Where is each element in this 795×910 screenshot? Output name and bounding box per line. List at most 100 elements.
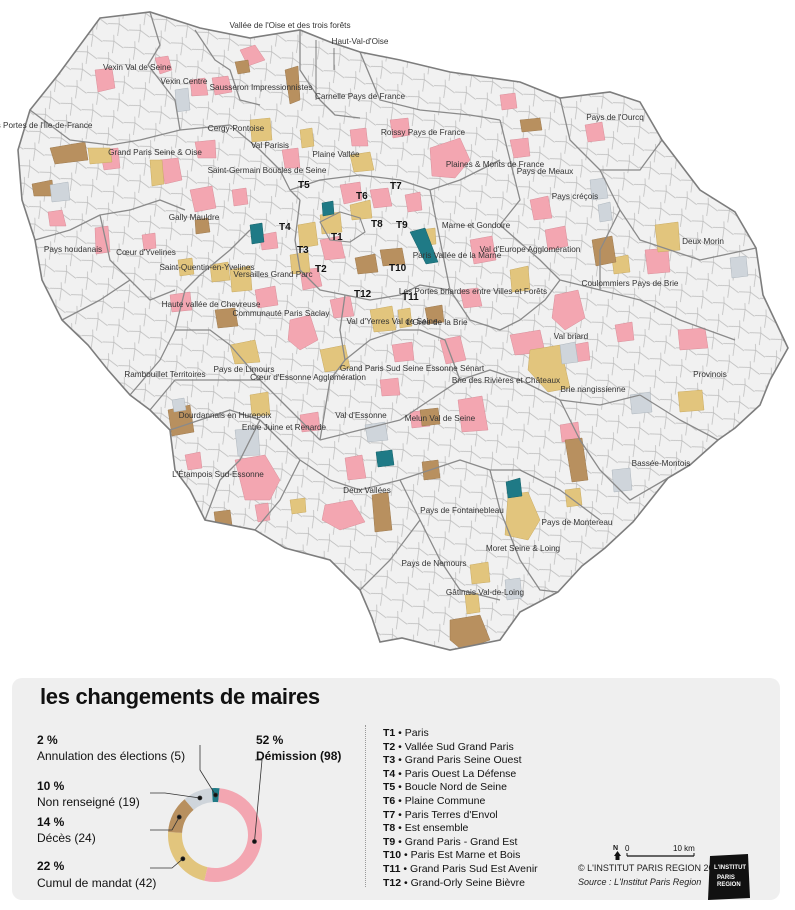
map-label: Vallée de l'Oise et des trois forêts xyxy=(229,21,350,30)
territory-item: T1 • Paris xyxy=(383,727,429,739)
legend-divider xyxy=(365,725,366,887)
territory-item: T10 • Paris Est Marne et Bois xyxy=(383,849,521,862)
territory-item: T2 • Vallée Sud Grand Paris xyxy=(383,740,514,753)
map-label: Pays créçois xyxy=(552,192,598,201)
epci-boundaries xyxy=(29,12,757,601)
map-label: Dourdannais en Hurepoix xyxy=(179,411,272,420)
institut-paris-region-logo: L'INSTITUT PARIS REGION xyxy=(708,854,750,900)
map-label: Haut-Val-d'Oise xyxy=(332,37,389,46)
cumul-label: Cumul de mandat (42) xyxy=(37,876,157,890)
svg-text:T9: T9 xyxy=(396,220,408,231)
territory-list: T1 • Paris T2 • Vallée Sud Grand Paris T3 … xyxy=(383,727,538,890)
svg-text:T12: T12 xyxy=(354,289,372,300)
demission-pct: 52 % xyxy=(256,733,284,747)
map-label: Saint-Germain Boucles de Seine xyxy=(208,166,327,175)
map-label: Paris Vallée de la Marne xyxy=(413,251,502,260)
annulation-pct: 2 % xyxy=(37,733,58,747)
legend-title: les changements de maires xyxy=(40,684,320,709)
svg-text:T8: T8 xyxy=(371,219,383,230)
map-label: Val briard xyxy=(554,332,589,341)
svg-text:T10: T10 xyxy=(389,263,407,274)
map-label: Les Portes briardes entre Villes et Forê… xyxy=(399,287,547,296)
map-label: Coulommiers Pays de Brie xyxy=(582,279,679,288)
map-labels: Vallée de l'Oise et des trois forêts Haut… xyxy=(0,21,727,597)
map-label: Val d'Essonne xyxy=(335,411,387,420)
map-label: Versailles Grand Parc xyxy=(233,270,312,279)
map-label: Deux Vallées xyxy=(343,486,391,495)
map-label: Pays de Fontainebleau xyxy=(420,506,504,515)
map-label: Pays houdanais xyxy=(44,245,102,254)
territory-item: T12 • Grand-Orly Seine Bièvre xyxy=(383,876,525,889)
map-label: Cœur d'Yvelines xyxy=(116,248,176,257)
territory-item: T8 • Est ensemble xyxy=(383,822,469,835)
deces-label: Décès (24) xyxy=(37,831,96,845)
annulation-label: Annulation des élections (5) xyxy=(37,749,186,763)
map-label: Val Parisis xyxy=(251,141,289,150)
map-label: Grand Paris Sud Seine Essonne Sénart xyxy=(340,364,485,373)
territory-item: T4 • Paris Ouest La Défense xyxy=(383,767,517,780)
source: Source : L'Institut Paris Region xyxy=(578,877,702,887)
map-label: Plaine Vallée xyxy=(312,150,360,159)
map-label: Gâtinais Val-de-Loing xyxy=(446,588,525,597)
non-renseigne-label: Non renseigné (19) xyxy=(37,795,140,809)
map-label: Plaines & Monts de France xyxy=(446,160,545,169)
map-label: Communauté Paris Saclay xyxy=(233,309,331,318)
map-label: Carnelle Pays de France xyxy=(315,92,406,101)
svg-text:T1: T1 xyxy=(331,232,343,243)
map-label: Sausseron Impressionnistes xyxy=(210,83,313,92)
map-label: Brie des Rivières et Châteaux xyxy=(452,376,560,385)
svg-text:T4: T4 xyxy=(279,222,291,233)
svg-text:T5: T5 xyxy=(298,180,310,191)
map-label: Saint-Quentin-en-Yvelines xyxy=(159,263,254,272)
map-label: Entre Juine et Renarde xyxy=(242,423,327,432)
map-label: Pays de Montereau xyxy=(541,518,612,527)
svg-text:PARIS: PARIS xyxy=(717,875,735,881)
territory-item: T7 • Paris Terres d'Envol xyxy=(383,808,498,821)
map-label: Pays de Meaux xyxy=(517,167,573,176)
map-label: Les Portes de l'Île-de-France xyxy=(0,120,93,130)
map-label: Vexin Val de Seine xyxy=(103,63,172,72)
map-label: Val d'Europe Agglomération xyxy=(480,245,581,254)
non-renseigne-pct: 10 % xyxy=(37,779,65,793)
map-label: Pays de l'Ourcq xyxy=(586,113,644,122)
north-arrow-icon xyxy=(614,851,621,856)
svg-text:T11: T11 xyxy=(402,292,419,303)
scale-bar: N 0 10 km xyxy=(613,844,695,860)
legend-panel xyxy=(12,678,780,900)
deces-pct: 14 % xyxy=(37,815,65,829)
map-label: Provinois xyxy=(693,370,727,379)
map-label: Val d'Yerres Val de Seine xyxy=(346,317,438,326)
map-label: L'Étampois Sud-Essonne xyxy=(172,469,264,479)
svg-text:L'INSTITUT: L'INSTITUT xyxy=(714,865,746,871)
svg-text:T6: T6 xyxy=(356,191,368,202)
ile-de-france-map: T5 T6 T7 T4 T1 T8 T9 T3 T2 T10 T12 T11 V… xyxy=(0,11,789,651)
copyright: © L'INSTITUT PARIS REGION 2019 xyxy=(578,863,724,873)
map-label: Bassée-Montois xyxy=(632,459,691,468)
commune-polygons xyxy=(31,44,749,650)
map-label: Cergy-Pontoise xyxy=(208,124,265,133)
svg-text:T2: T2 xyxy=(315,264,327,275)
map-label: Cœur d'Essonne Agglomération xyxy=(250,373,366,382)
territory-item: T5 • Boucle Nord de Seine xyxy=(383,781,507,794)
map-label: Rambouillet Territoires xyxy=(124,370,205,379)
territory-item: T3 • Grand Paris Seine Ouest xyxy=(383,754,522,767)
map-label: Pays de Limours xyxy=(214,365,275,374)
north-label: N xyxy=(613,845,618,852)
map-label: Roissy Pays de France xyxy=(381,128,466,137)
svg-text:T3: T3 xyxy=(297,245,309,256)
map-label: L'Orée de la Brie xyxy=(406,318,468,327)
map-label: Moret Seine & Loing xyxy=(486,544,561,553)
map-label: Haute vallée de Chevreuse xyxy=(162,300,261,309)
territory-codes: T5 T6 T7 T4 T1 T8 T9 T3 T2 T10 T12 T11 xyxy=(279,180,419,303)
scale-distance: 10 km xyxy=(673,844,695,853)
map-label: Vexin Centre xyxy=(161,77,208,86)
map-label: Deux Morin xyxy=(682,237,724,246)
cumul-pct: 22 % xyxy=(37,859,65,873)
territory-item: T11 • Grand Paris Sud Est Avenir xyxy=(383,862,538,875)
map-label: Grand Paris Seine & Oise xyxy=(108,148,202,157)
territory-item: T6 • Plaine Commune xyxy=(383,794,486,807)
scale-zero: 0 xyxy=(625,844,630,853)
map-label: Melun Val de Seine xyxy=(405,414,476,423)
svg-text:REGION: REGION xyxy=(717,882,741,888)
map-label: Brie nangissienne xyxy=(560,385,626,394)
